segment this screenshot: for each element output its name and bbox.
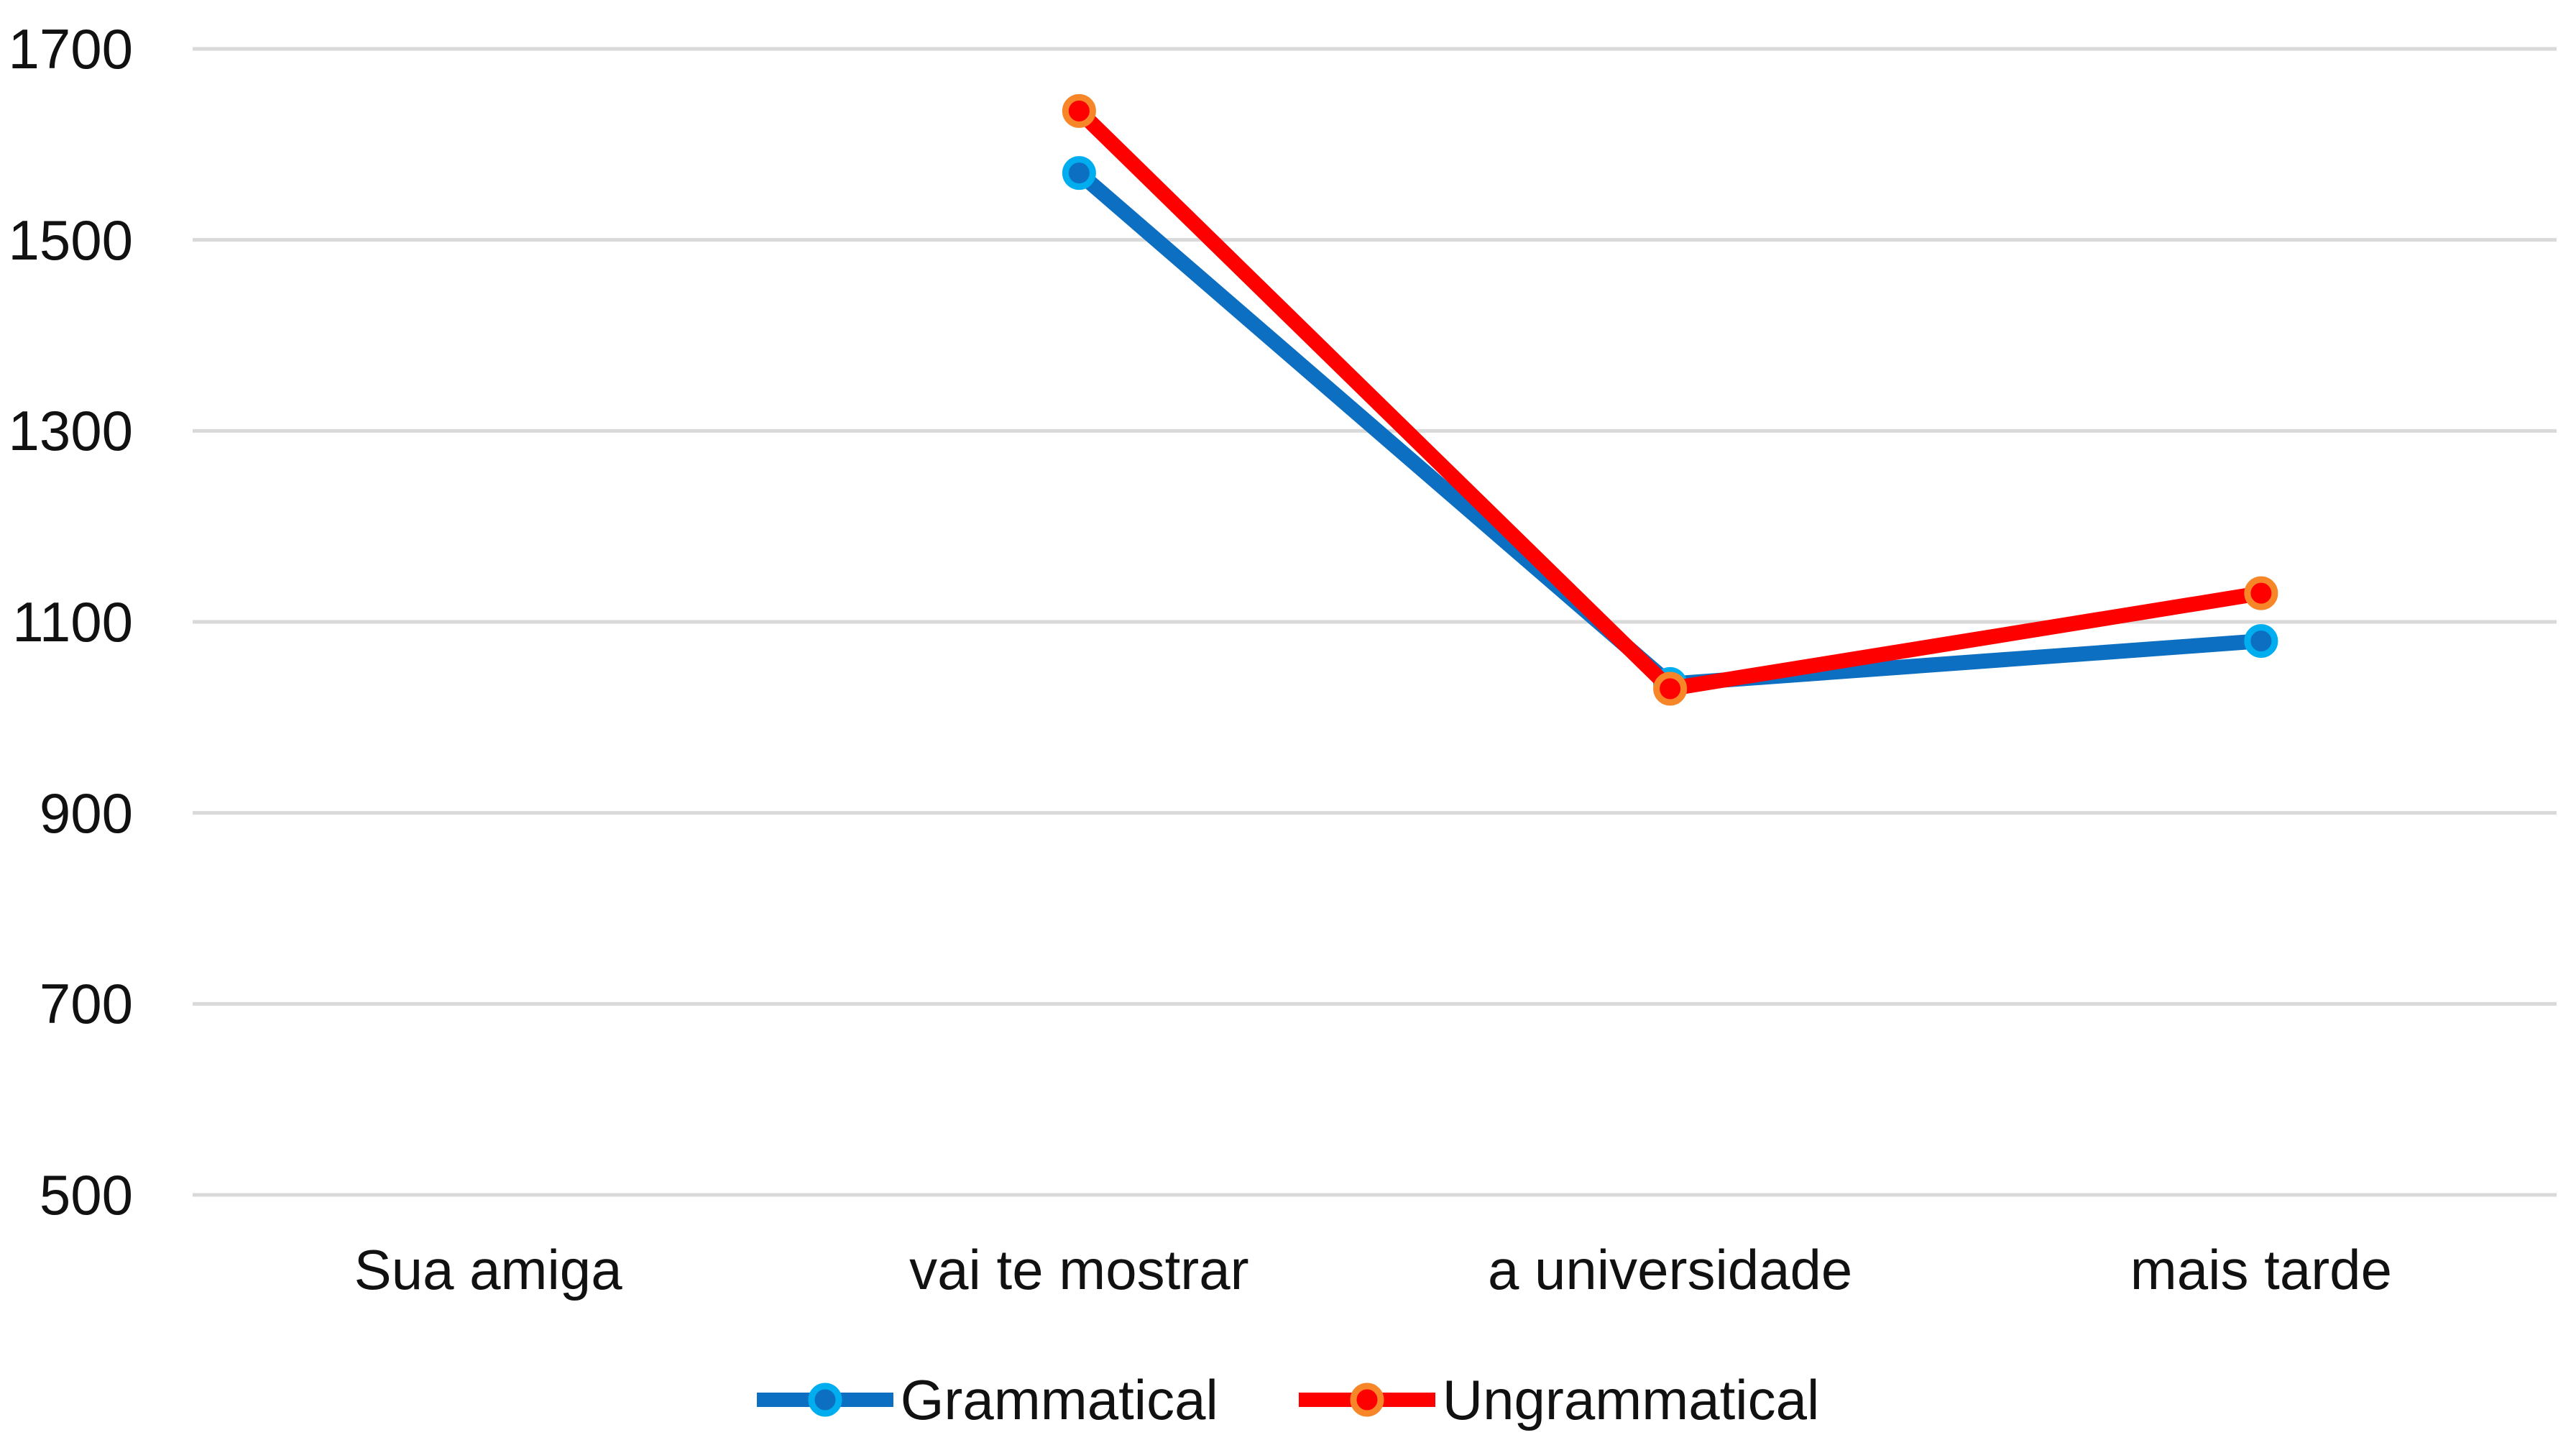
series-line xyxy=(1074,167,2262,692)
y-tick-label-1700: 1700 xyxy=(8,17,133,81)
data-point-marker xyxy=(2244,624,2278,659)
ungrammatical-line-marker-swatch xyxy=(1298,1383,1435,1417)
y-tick-label-500: 500 xyxy=(39,1163,133,1227)
data-point-marker xyxy=(1062,93,1096,128)
legend: Grammatical Ungrammatical xyxy=(0,1372,2576,1428)
series-ungrammatical xyxy=(1062,93,2278,706)
series-line xyxy=(1074,105,2263,697)
legend-label-ungrammatical: Ungrammatical xyxy=(1442,1368,1820,1431)
legend-marker-circle xyxy=(1350,1383,1384,1417)
legend-item-grammatical: Grammatical xyxy=(756,1368,1218,1431)
legend-item-ungrammatical: Ungrammatical xyxy=(1298,1368,1820,1431)
y-tick-label-700: 700 xyxy=(39,972,133,1036)
y-tick-label-900: 900 xyxy=(39,781,133,845)
data-point-marker xyxy=(1062,156,1096,191)
y-axis: 500 700 900 1100 1300 1500 1700 xyxy=(0,0,133,1435)
legend-label-grammatical: Grammatical xyxy=(900,1368,1218,1431)
y-tick-label-1100: 1100 xyxy=(12,590,133,654)
y-tick-label-1300: 1300 xyxy=(8,399,133,463)
data-point-marker xyxy=(1653,671,1688,706)
data-point-marker xyxy=(2244,576,2278,610)
legend-marker-circle xyxy=(808,1383,842,1417)
y-tick-label-1500: 1500 xyxy=(8,208,133,272)
grammatical-line-marker-swatch xyxy=(756,1383,893,1417)
